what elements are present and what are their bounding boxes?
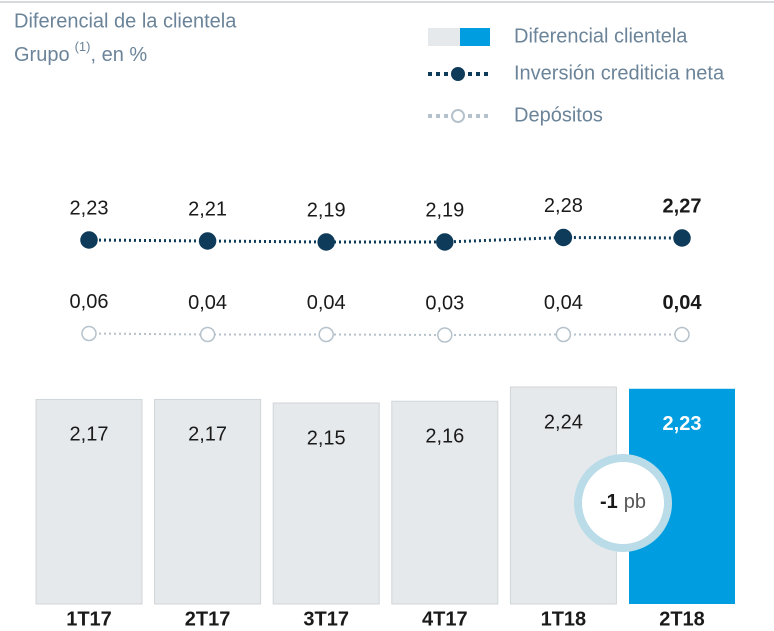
point-label: 0,06 [70,291,109,313]
x-tick-label: 1T18 [541,608,587,630]
line [88,332,682,337]
point-label: 0,03 [425,292,464,314]
legend-swatch [428,28,460,46]
point-label: 2,19 [307,199,346,221]
point-label: 0,04 [544,292,583,314]
point-label: 0,04 [307,292,346,314]
subtitle-text: Grupo [14,44,70,66]
point-label: 2,21 [188,198,227,220]
point [554,228,573,247]
bar-label: 2,24 [544,411,583,433]
point-label: 0,04 [663,292,703,314]
point [81,325,97,342]
x-tick-label: 2T17 [185,608,231,630]
subtitle-note: (1) [75,39,91,54]
annotation: -1 pb [600,491,646,513]
point [198,232,217,250]
legend-swatch-highlight [460,28,490,46]
bar [272,402,380,605]
point [318,326,334,343]
point [673,229,691,247]
point-label: 0,04 [188,292,227,314]
point [199,326,216,343]
legend-label: Depósitos [514,104,603,126]
line [88,235,683,244]
legend-label: Inversión crediticia neta [514,62,725,84]
bar [154,398,262,605]
point [555,326,572,343]
x-tick-label: 4T17 [422,608,468,630]
point-label: 2,23 [70,197,109,219]
bar-label: 2,15 [307,427,346,449]
annotation-circle [574,454,672,552]
annotation-unit: pb [624,491,646,513]
legend-label: Diferencial clientela [514,25,688,47]
point [674,326,690,343]
bar [509,386,617,605]
point-label: 2,19 [425,199,464,221]
point-label: 2,27 [663,195,702,217]
bar-label: 2,17 [188,424,227,446]
bar [391,400,499,605]
x-tick-label: 1T17 [66,608,112,630]
point [437,327,453,343]
chart-subtitle: Grupo (1), en % [14,39,147,66]
bar-label: 2,23 [663,413,702,435]
chart-title: Diferencial de la clientela [14,10,237,32]
x-tick-label: 2T18 [659,608,705,630]
subtitle-suffix: , en % [90,44,147,66]
bar-label: 2,17 [70,424,109,446]
point [317,233,335,251]
point-label: 2,28 [544,195,583,217]
annotation-value: -1 [600,491,618,513]
legend-marker [451,67,465,81]
point [436,233,454,251]
legend-marker [451,109,465,123]
point [80,231,98,249]
x-tick-label: 3T17 [303,608,349,630]
bar [35,398,143,605]
bar-label: 2,16 [425,426,464,448]
